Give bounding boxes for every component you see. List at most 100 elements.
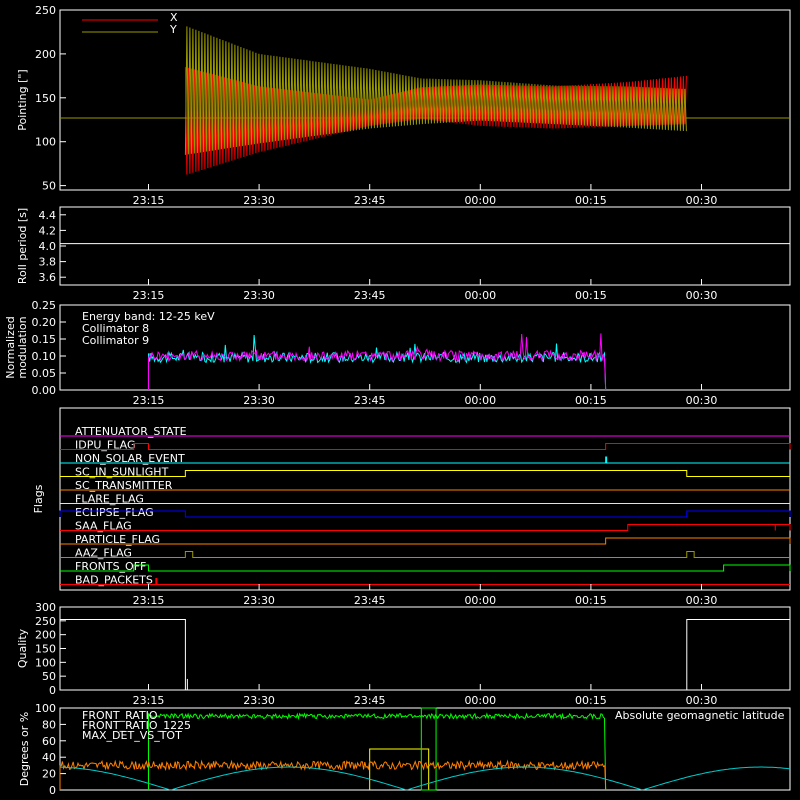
quality-line <box>60 619 790 691</box>
legend-label: Y <box>169 23 177 36</box>
xtick-label: 00:30 <box>686 694 718 707</box>
flag-line <box>60 551 790 558</box>
xtick-label: 23:30 <box>243 194 275 207</box>
panel-frame-2 <box>59 206 791 286</box>
xtick-label: 00:30 <box>686 594 718 607</box>
series-MAX_DET_VS_TOT <box>59 759 607 791</box>
ytick-label: 50 <box>42 670 56 683</box>
flag-line <box>60 578 790 585</box>
xtick-label: 23:45 <box>354 694 386 707</box>
flag-label: AAZ_FLAG <box>75 547 132 560</box>
ytick-label: 0.00 <box>32 384 57 397</box>
flag-label: BAD_PACKETS <box>75 574 153 587</box>
xtick-label: 00:00 <box>464 694 496 707</box>
flag-line <box>59 510 791 518</box>
ytick-label: 300 <box>35 601 56 614</box>
series-FRONT_RATIO_1225 <box>147 712 607 791</box>
ytick-label: 100 <box>35 656 56 669</box>
ytick-label: 100 <box>35 702 56 715</box>
ytick-label: 200 <box>35 629 56 642</box>
xtick-label: 00:00 <box>464 594 496 607</box>
ylabel: modulation <box>16 316 29 378</box>
flag-label: ECLIPSE_FLAG <box>75 506 154 519</box>
ytick-label: 80 <box>42 718 56 731</box>
ytick-label: 3.6 <box>39 271 57 284</box>
xtick-label: 00:15 <box>575 289 607 302</box>
ytick-label: 200 <box>35 48 56 61</box>
panel-frame-4 <box>59 407 791 591</box>
front-ratio-box <box>420 707 437 791</box>
ytick-label: 150 <box>35 92 56 105</box>
xtick-label: 00:30 <box>686 289 718 302</box>
xtick-label: 23:15 <box>133 394 165 407</box>
flag-label: FLARE_FLAG <box>75 493 144 506</box>
legend-label: FRONT_RATIO <box>82 709 158 722</box>
xtick-label: 23:15 <box>133 289 165 302</box>
ytick-label: 0.10 <box>32 350 57 363</box>
ytick-label: 0.20 <box>32 316 57 329</box>
ylabel: Degrees or % <box>18 712 31 786</box>
flag-line <box>60 443 791 450</box>
ytick-label: 3.8 <box>39 256 57 269</box>
energy-band-annotation: Energy band: 12-25 keV <box>82 310 215 323</box>
xtick-label: 00:00 <box>464 289 496 302</box>
legend-label: FRONT_RATIO_1225 <box>82 719 191 732</box>
xtick-label: 00:30 <box>686 194 718 207</box>
series-Collimator 9 <box>147 333 607 391</box>
ytick-label: 0 <box>49 684 56 697</box>
xtick-label: 23:30 <box>243 394 275 407</box>
geomag-annotation: Absolute geomagnetic latitude <box>615 709 785 722</box>
series-geomag-latitude <box>60 766 791 791</box>
flag-line <box>60 524 791 531</box>
panel-frame-1 <box>59 9 791 191</box>
xtick-label: 23:45 <box>354 289 386 302</box>
ytick-label: 150 <box>35 643 56 656</box>
flag-label: PARTICLE_FLAG <box>75 533 160 546</box>
ylabel: Flags <box>32 484 45 513</box>
flag-label: SC_IN_SUNLIGHT <box>75 466 169 479</box>
legend-label: MAX_DET_VS_TOT <box>82 729 182 742</box>
xtick-label: 23:30 <box>243 289 275 302</box>
flag-line <box>60 537 791 545</box>
flag-label: IDPU_FLAG <box>75 439 135 452</box>
ytick-label: 60 <box>42 735 56 748</box>
flag-label: ATTENUATOR_STATE <box>75 425 187 438</box>
xtick-label: 00:15 <box>575 694 607 707</box>
ytick-label: 0.15 <box>32 333 57 346</box>
xtick-label: 00:15 <box>575 394 607 407</box>
xtick-label: 00:15 <box>575 194 607 207</box>
ytick-label: 100 <box>35 136 56 149</box>
series-Collimator 8 <box>147 334 607 391</box>
ytick-label: 0 <box>49 784 56 797</box>
xtick-label: 23:45 <box>354 594 386 607</box>
xtick-label: 00:00 <box>464 194 496 207</box>
xtick-label: 23:30 <box>243 694 275 707</box>
ytick-label: 50 <box>42 180 56 193</box>
xtick-label: 23:30 <box>243 594 275 607</box>
flag-line <box>60 456 790 464</box>
xtick-label: 23:45 <box>354 194 386 207</box>
xtick-label: 00:00 <box>464 394 496 407</box>
ytick-label: 250 <box>35 4 56 17</box>
ylabel: Quality <box>16 628 29 668</box>
ytick-label: 4.2 <box>39 224 57 237</box>
panel-frame-3 <box>59 304 791 391</box>
xtick-label: 23:15 <box>133 194 165 207</box>
series-Y <box>184 26 687 155</box>
flag-label: SC_TRANSMITTER <box>75 479 173 492</box>
xtick-label: 23:15 <box>133 594 165 607</box>
ytick-label: 250 <box>35 615 56 628</box>
flag-line <box>60 564 791 572</box>
xtick-label: 23:15 <box>133 694 165 707</box>
ytick-label: 0.05 <box>32 367 57 380</box>
xtick-label: 23:45 <box>354 394 386 407</box>
xtick-label: 00:15 <box>575 594 607 607</box>
ylabel: Roll period [s] <box>16 208 29 284</box>
ylabel: Pointing ["] <box>16 69 29 130</box>
ylabel: Normalized <box>4 316 17 378</box>
flag-label: NON_SOLAR_EVENT <box>75 452 185 465</box>
ytick-label: 0.25 <box>32 299 57 312</box>
ytick-label: 4.0 <box>39 240 57 253</box>
legend-label: Collimator 9 <box>82 334 149 347</box>
